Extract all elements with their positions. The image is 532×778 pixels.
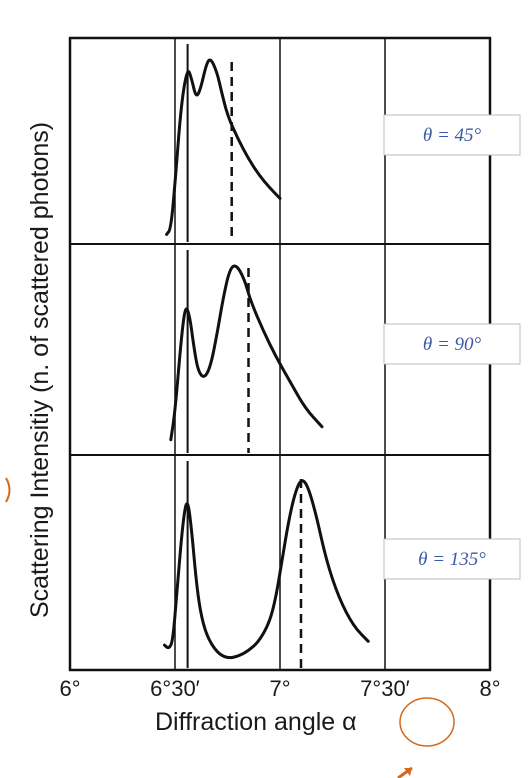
- x-tick-label: 7°30′: [360, 676, 410, 701]
- theta-annotations: θ = 45° θ = 90° θ = 135°: [384, 115, 520, 579]
- intensity-curves: [165, 60, 369, 658]
- theta-label-1: θ = 90°: [423, 334, 482, 355]
- intensity-curve-1: [171, 266, 322, 440]
- x-tick-label: 6°: [59, 676, 80, 701]
- x-axis-label: Diffraction angle α: [155, 708, 357, 736]
- left-paren-fragment: [6, 478, 10, 502]
- x-tick-labels: 6° 6°30′ 7° 7°30′ 8°: [59, 676, 500, 701]
- x-tick-label: 8°: [479, 676, 500, 701]
- x-tick-label: 7°: [269, 676, 290, 701]
- x-tick-label: 6°30′: [150, 676, 200, 701]
- theta-label-2: θ = 135°: [418, 549, 486, 570]
- intensity-curve-2: [165, 481, 369, 658]
- panel-marker-lines: [188, 44, 301, 668]
- y-axis-label: Scattering Intensitiy (n. of scattered p…: [26, 122, 54, 618]
- intensity-curve-0: [167, 60, 280, 234]
- theta-label-0: θ = 45°: [423, 125, 482, 146]
- alpha-highlight-circle: [400, 698, 454, 746]
